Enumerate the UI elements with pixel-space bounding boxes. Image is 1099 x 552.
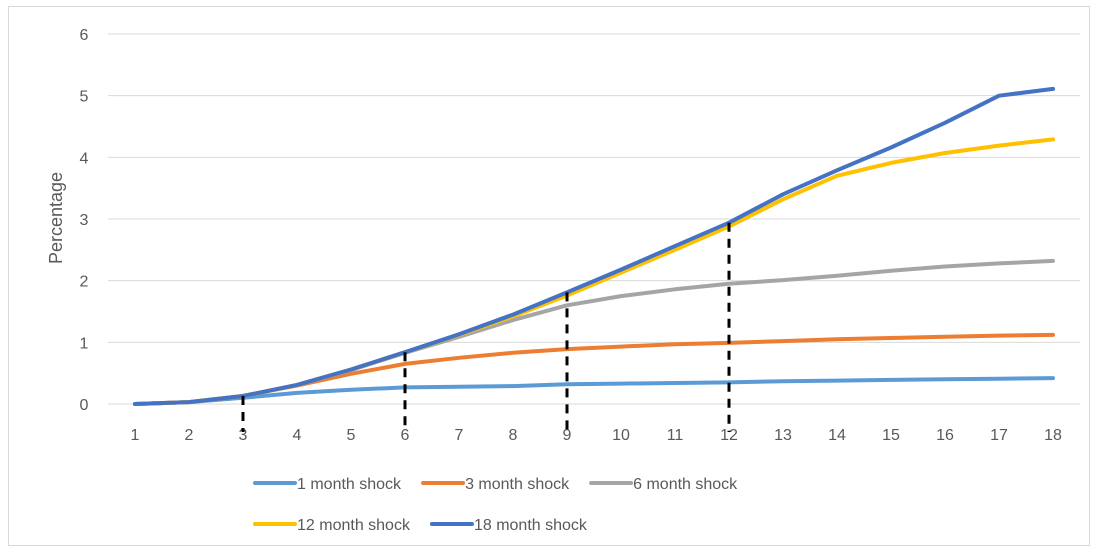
y-tick-label: 2	[80, 274, 89, 291]
x-tick-label: 5	[347, 427, 356, 444]
x-tick-label: 10	[612, 427, 630, 444]
x-tick-label: 2	[185, 427, 194, 444]
legend-entry: 18 month shock	[474, 517, 588, 534]
x-tick-label: 13	[774, 427, 792, 444]
x-tick-label: 11	[667, 427, 684, 444]
series-lines	[133, 86, 1055, 406]
x-tick-label: 4	[293, 427, 302, 444]
x-tick-label: 17	[990, 427, 1008, 444]
x-tick-label: 12	[720, 427, 738, 444]
y-tick-label: 6	[80, 27, 89, 44]
x-tick-label: 3	[239, 427, 248, 444]
y-axis-ticks: 0 1 2 3 4 5 6	[80, 27, 89, 414]
x-axis-ticks: 1 2 3 4 5 6 7 8 9 10 11 12 13 14 15 16 17 18	[131, 427, 1062, 444]
legend-entry: 3 month shock	[465, 476, 570, 493]
y-tick-label: 1	[80, 335, 89, 352]
x-tick-label: 18	[1044, 427, 1062, 444]
series-line-4	[133, 137, 1055, 406]
x-tick-label: 15	[882, 427, 900, 444]
gridlines	[108, 33, 1080, 405]
legend-entry: 12 month shock	[297, 517, 411, 534]
series-line-1	[133, 376, 1055, 406]
legend-entry: 6 month shock	[633, 476, 738, 493]
legend-entry: 1 month shock	[297, 476, 402, 493]
x-tick-label: 16	[936, 427, 954, 444]
x-tick-label: 9	[563, 427, 572, 444]
y-tick-label: 3	[80, 212, 89, 229]
vertical-markers	[241, 222, 731, 432]
x-tick-label: 14	[828, 427, 846, 444]
series-line-5	[133, 86, 1055, 406]
x-tick-label: 7	[455, 427, 464, 444]
legend: 1 month shock 3 month shock 6 month shock 1…	[253, 476, 738, 534]
x-tick-label: 6	[401, 427, 410, 444]
y-tick-label: 5	[80, 89, 89, 106]
x-tick-label: 1	[131, 427, 140, 444]
y-tick-label: 4	[80, 150, 89, 167]
x-tick-label: 8	[509, 427, 518, 444]
y-axis-label: Percentage	[46, 172, 66, 264]
y-tick-label: 0	[80, 397, 89, 414]
